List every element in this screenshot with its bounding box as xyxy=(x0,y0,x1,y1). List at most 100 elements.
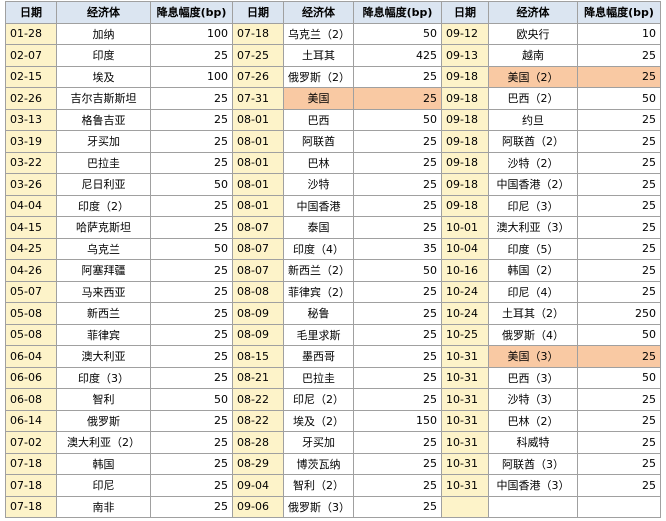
cut-cell: 25 xyxy=(577,452,661,475)
cut-cell: 25 xyxy=(577,151,661,174)
date-cell: 08-01 xyxy=(232,108,284,131)
cut-cell: 25 xyxy=(353,474,442,497)
date-cell: 09-12 xyxy=(441,22,489,45)
date-cell: 08-07 xyxy=(232,259,284,282)
cut-cell: 25 xyxy=(577,108,661,131)
cut-cell: 50 xyxy=(353,108,442,131)
economy-cell: 俄罗斯（2） xyxy=(283,65,354,88)
table-row: 03-13 格鲁吉亚 25 08-01 巴西 50 09-18 约旦 25 xyxy=(5,108,661,131)
cut-cell: 25 xyxy=(353,452,442,475)
cut-cell: 25 xyxy=(150,431,233,454)
empty-cell xyxy=(577,495,661,518)
date-cell: 09-13 xyxy=(441,44,489,67)
date-cell: 09-18 xyxy=(441,130,489,153)
economy-cell: 韩国 xyxy=(56,452,151,475)
cut-cell: 25 xyxy=(353,345,442,368)
economy-cell: 印尼 xyxy=(56,474,151,497)
economy-cell: 沙特 xyxy=(283,173,354,196)
economy-cell: 巴拉圭 xyxy=(56,151,151,174)
date-cell: 02-07 xyxy=(5,44,57,67)
cut-cell: 100 xyxy=(150,22,233,45)
economy-cell: 越南 xyxy=(488,44,578,67)
date-cell: 05-07 xyxy=(5,280,57,303)
date-cell: 07-18 xyxy=(5,474,57,497)
cut-cell: 100 xyxy=(150,65,233,88)
header-cell: 经济体 xyxy=(56,1,151,24)
economy-cell: 墨西哥 xyxy=(283,345,354,368)
date-cell: 08-22 xyxy=(232,409,284,432)
date-cell: 03-19 xyxy=(5,130,57,153)
cut-cell: 25 xyxy=(150,409,233,432)
cut-cell: 25 xyxy=(150,323,233,346)
table-row: 04-26 阿塞拜疆 25 08-07 新西兰（2） 50 10-16 韩国（2） 25 xyxy=(5,259,661,282)
cut-cell: 25 xyxy=(150,130,233,153)
cut-cell: 25 xyxy=(353,216,442,239)
economy-cell: 埃及 xyxy=(56,65,151,88)
cut-cell: 25 xyxy=(150,108,233,131)
date-cell: 10-01 xyxy=(441,216,489,239)
cut-cell: 25 xyxy=(577,388,661,411)
economy-cell: 乌克兰 xyxy=(56,237,151,260)
date-cell: 08-07 xyxy=(232,216,284,239)
cut-cell: 25 xyxy=(577,44,661,67)
economy-cell: 中国香港（3） xyxy=(488,474,578,497)
table-row: 05-08 新西兰 25 08-09 秘鲁 25 10-24 土耳其（2） 250 xyxy=(5,302,661,325)
table-row: 02-26 吉尔吉斯斯坦 25 07-31 美国 25 09-18 巴西（2） 50 xyxy=(5,87,661,110)
economy-cell: 阿联酋 xyxy=(283,130,354,153)
header-cell: 日期 xyxy=(441,1,489,24)
table-body: 01-28 加纳 100 07-18 乌克兰（2） 50 09-12 欧央行 10 02-07 印度… xyxy=(5,22,661,518)
economy-cell: 阿塞拜疆 xyxy=(56,259,151,282)
cut-cell: 25 xyxy=(353,366,442,389)
date-cell: 08-09 xyxy=(232,323,284,346)
cut-cell: 25 xyxy=(577,474,661,497)
date-cell: 08-01 xyxy=(232,173,284,196)
empty-cell xyxy=(441,495,489,518)
date-cell: 04-26 xyxy=(5,259,57,282)
economy-cell: 菲律宾（2） xyxy=(283,280,354,303)
economy-cell: 南非 xyxy=(56,495,151,518)
date-cell: 03-13 xyxy=(5,108,57,131)
header-cell: 经济体 xyxy=(283,1,354,24)
cut-cell: 25 xyxy=(577,216,661,239)
cut-cell: 25 xyxy=(577,280,661,303)
economy-cell: 阿联酋（2） xyxy=(488,130,578,153)
table-row: 06-04 澳大利亚 25 08-15 墨西哥 25 10-31 美国（3） 25 xyxy=(5,345,661,368)
cut-cell: 25 xyxy=(353,323,442,346)
economy-cell: 博茨瓦纳 xyxy=(283,452,354,475)
economy-cell: 约旦 xyxy=(488,108,578,131)
date-cell: 10-16 xyxy=(441,259,489,282)
cut-cell: 50 xyxy=(353,22,442,45)
cut-cell: 50 xyxy=(353,259,442,282)
cut-cell: 25 xyxy=(353,65,442,88)
table-row: 03-26 尼日利亚 50 08-01 沙特 25 09-18 中国香港（2） 25 xyxy=(5,173,661,196)
economy-cell: 俄罗斯 xyxy=(56,409,151,432)
cut-cell: 25 xyxy=(353,495,442,518)
date-cell: 02-26 xyxy=(5,87,57,110)
date-cell: 08-21 xyxy=(232,366,284,389)
economy-cell: 泰国 xyxy=(283,216,354,239)
cut-cell: 25 xyxy=(353,280,442,303)
cut-cell: 25 xyxy=(150,366,233,389)
cut-cell: 25 xyxy=(353,388,442,411)
cut-cell: 25 xyxy=(353,173,442,196)
date-cell: 10-24 xyxy=(441,302,489,325)
economy-cell: 澳大利亚 xyxy=(56,345,151,368)
economy-cell: 菲律宾 xyxy=(56,323,151,346)
cut-cell: 25 xyxy=(150,345,233,368)
table-row: 02-15 埃及 100 07-26 俄罗斯（2） 25 09-18 美国（2） 25 xyxy=(5,65,661,88)
economy-cell: 马来西亚 xyxy=(56,280,151,303)
economy-cell: 埃及（2） xyxy=(283,409,354,432)
cut-cell: 25 xyxy=(577,259,661,282)
economy-cell: 新西兰 xyxy=(56,302,151,325)
cut-cell: 25 xyxy=(353,194,442,217)
date-cell: 07-26 xyxy=(232,65,284,88)
economy-cell: 巴西 xyxy=(283,108,354,131)
economy-cell: 印尼（2） xyxy=(283,388,354,411)
cut-cell: 50 xyxy=(150,173,233,196)
date-cell: 10-31 xyxy=(441,388,489,411)
date-cell: 03-26 xyxy=(5,173,57,196)
date-cell: 05-08 xyxy=(5,323,57,346)
cut-cell: 25 xyxy=(353,431,442,454)
table-row: 04-04 印度（2） 25 08-01 中国香港 25 09-18 印尼（3） 25 xyxy=(5,194,661,217)
date-cell: 07-18 xyxy=(5,495,57,518)
